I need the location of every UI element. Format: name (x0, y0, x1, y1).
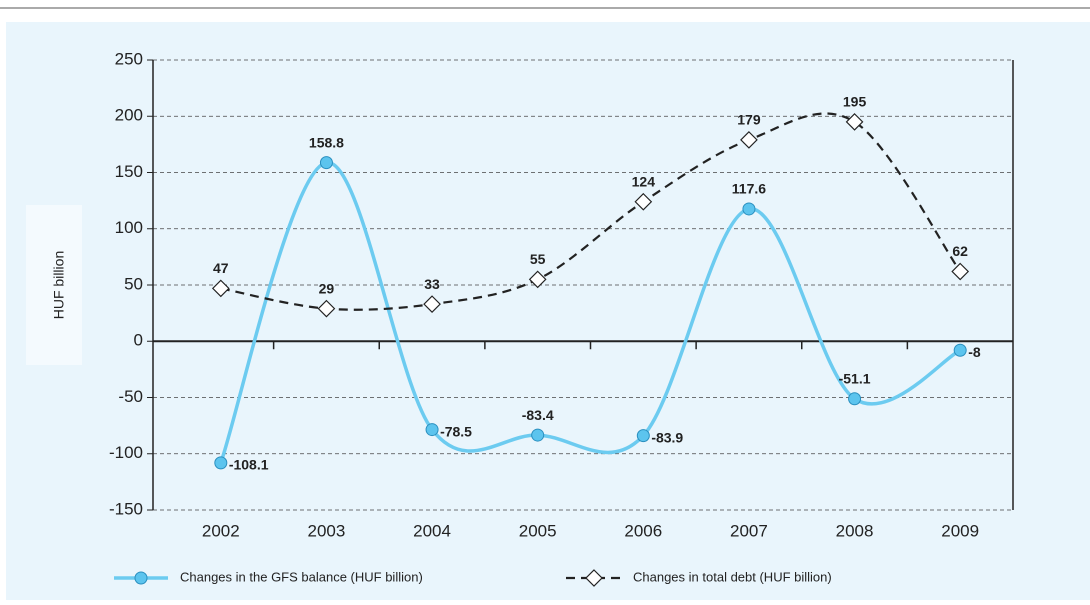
value-label: -78.5 (440, 423, 472, 439)
legend-label: Changes in total debt (HUF billion) (633, 569, 832, 584)
value-label: -108.1 (229, 457, 269, 473)
value-label: -51.1 (839, 370, 871, 386)
value-label: 47 (213, 260, 229, 276)
y-tick-label: 0 (134, 331, 143, 350)
y-tick-label: 250 (115, 49, 143, 68)
point (636, 429, 650, 443)
panel (6, 22, 1090, 600)
x-tick-label: 2007 (730, 521, 768, 540)
point (528, 270, 547, 289)
point (742, 202, 756, 216)
point (211, 279, 230, 298)
y-tick-label: -150 (109, 499, 143, 518)
point (531, 428, 545, 442)
x-tick-label: 2002 (202, 521, 240, 540)
legend-label: Changes in the GFS balance (HUF billion) (180, 569, 423, 584)
y-tick-label: -100 (109, 443, 143, 462)
y-tick-label: 150 (115, 162, 143, 181)
point (423, 295, 441, 313)
point (845, 113, 864, 131)
y-tick-label: 100 (115, 218, 143, 237)
value-label: 179 (737, 112, 761, 128)
value-label: -8 (968, 344, 981, 360)
value-label: -83.9 (651, 429, 683, 445)
value-label: 62 (952, 243, 968, 259)
x-tick-label: 2008 (836, 521, 874, 540)
y-axis-label: HUF billion (51, 251, 67, 319)
point (425, 423, 439, 437)
y-tick-label: 50 (124, 274, 143, 293)
point (953, 343, 967, 357)
value-label: 29 (319, 280, 335, 296)
value-label: 158.8 (309, 134, 344, 150)
y-tick-label: -50 (118, 387, 143, 406)
legend-marker (134, 571, 148, 585)
point (319, 156, 333, 170)
value-label: 124 (632, 173, 656, 189)
point (214, 456, 228, 470)
point (848, 392, 862, 406)
series-line (220, 112, 962, 311)
value-label: 55 (530, 251, 546, 267)
x-tick-label: 2003 (308, 521, 346, 540)
x-tick-label: 2005 (519, 521, 557, 540)
value-label: -83.4 (522, 407, 554, 423)
y-tick-label: 200 (115, 106, 143, 125)
point (634, 192, 653, 211)
value-label: 117.6 (732, 181, 766, 197)
x-tick-label: 2009 (941, 521, 979, 540)
point (740, 131, 758, 149)
value-label: 195 (843, 94, 867, 110)
point (951, 262, 970, 281)
point (317, 299, 336, 318)
y-label-box (26, 205, 82, 365)
x-tick-label: 2004 (413, 521, 451, 540)
legend-marker (585, 569, 603, 587)
value-label: 33 (424, 276, 440, 292)
x-tick-label: 2006 (624, 521, 662, 540)
